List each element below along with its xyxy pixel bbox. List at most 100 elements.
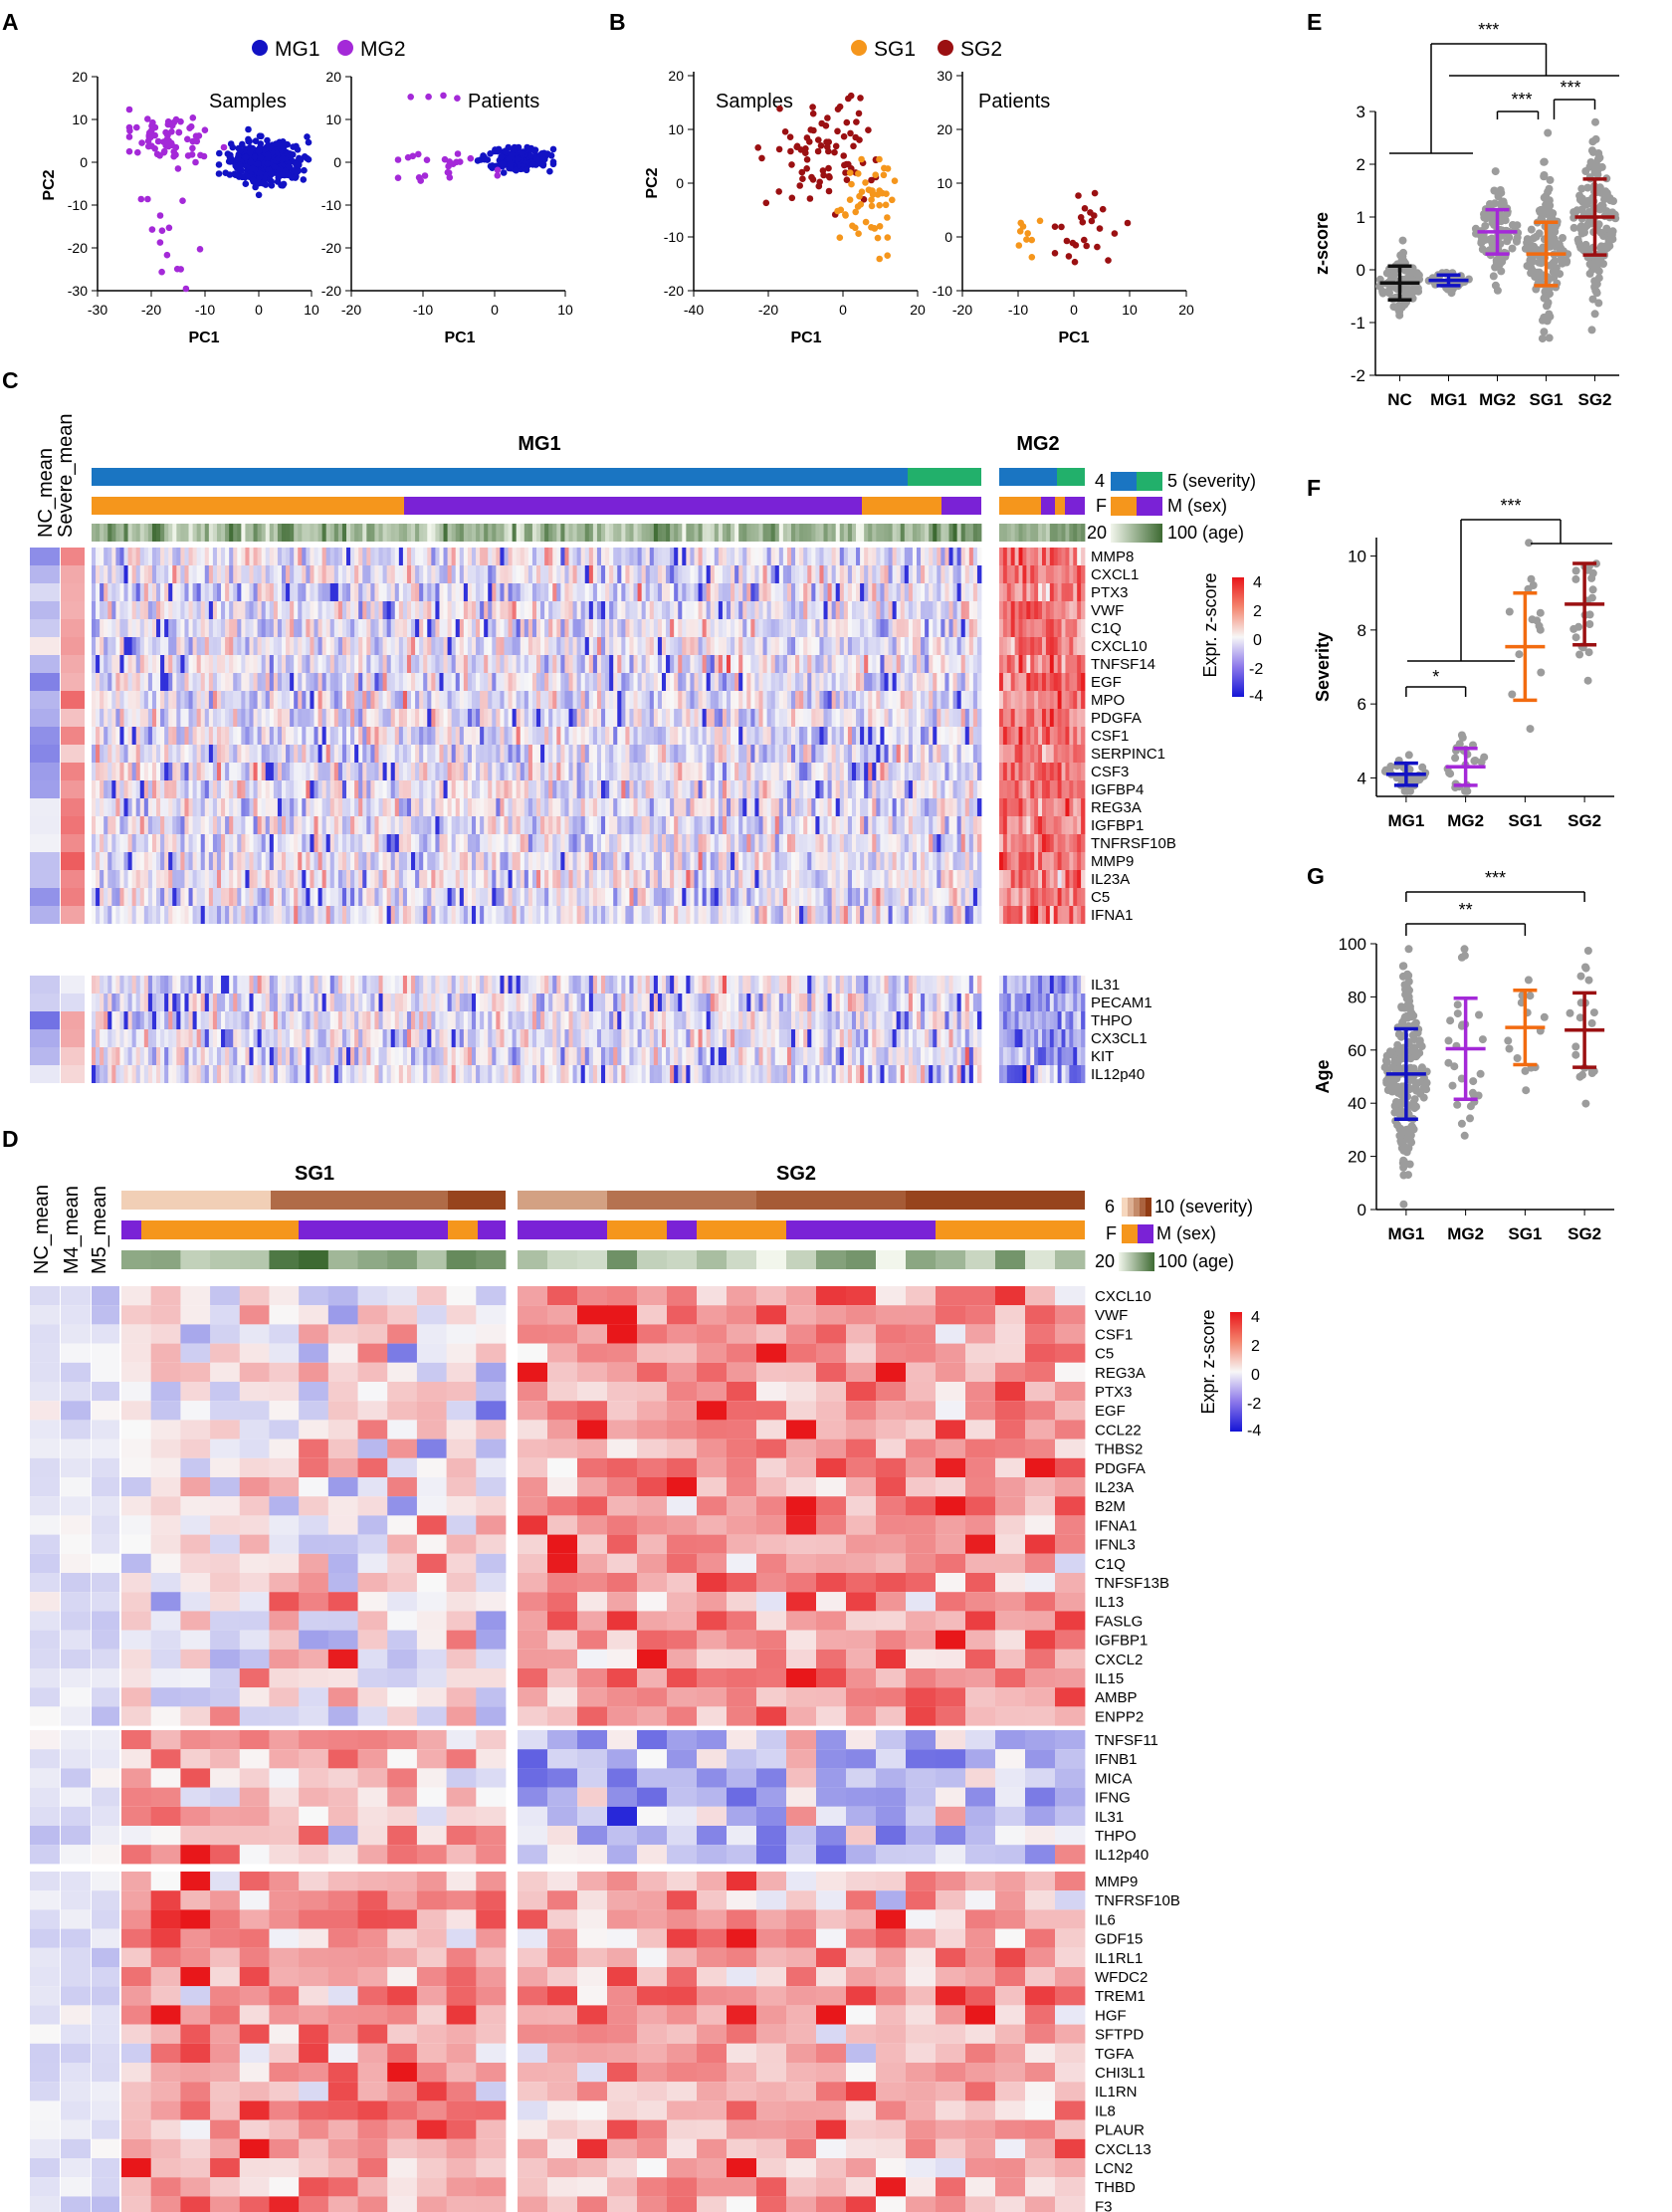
- heat-cell: [245, 763, 250, 780]
- heat-cell: [151, 763, 157, 780]
- heat-cell: [496, 709, 501, 727]
- heat-cell: [1030, 583, 1035, 601]
- age-track: [548, 524, 553, 542]
- heat-cell: [459, 763, 465, 780]
- heat-cell: [176, 780, 181, 798]
- heat-cell: [1018, 798, 1023, 816]
- data-point: [797, 146, 805, 153]
- heat-cell: [508, 745, 514, 763]
- heat-cell: [216, 763, 222, 780]
- heat-cell: [386, 709, 392, 727]
- heat-cell: [423, 816, 428, 834]
- heat-cell: [666, 548, 671, 565]
- heat-cell: [406, 583, 412, 601]
- heat-cell: [1022, 745, 1027, 763]
- heat-cell: [508, 691, 514, 709]
- age-track: [916, 524, 922, 542]
- heat-cell: [568, 673, 573, 691]
- data-point: [891, 177, 899, 184]
- heat-cell: [257, 691, 263, 709]
- heat-cell: [115, 565, 120, 583]
- heat-cell: [766, 619, 772, 637]
- heat-cell: [115, 780, 120, 798]
- age-track: [172, 524, 177, 542]
- heat-cell: [1077, 619, 1082, 637]
- heat-cell: [937, 727, 941, 745]
- heat-cell: [143, 601, 149, 619]
- heat-cell: [682, 798, 687, 816]
- heat-cell: [160, 816, 165, 834]
- heat-cell: [314, 816, 318, 834]
- heat-cell: [884, 691, 889, 709]
- heat-cell: [929, 727, 934, 745]
- heat-cell: [576, 780, 582, 798]
- heat-cell: [572, 637, 578, 655]
- heat-cell: [908, 548, 914, 565]
- data-point: [215, 161, 223, 168]
- age-track: [168, 524, 173, 542]
- heat-cell: [406, 727, 412, 745]
- heat-cell: [540, 637, 545, 655]
- heat-cell: [925, 780, 930, 798]
- heat-cell: [378, 745, 383, 763]
- heat-cell: [504, 745, 509, 763]
- heat-cell: [131, 583, 137, 601]
- heat-cell: [552, 780, 557, 798]
- heat-cell: [609, 565, 614, 583]
- heat-cell: [1010, 763, 1016, 780]
- data-point: [1091, 189, 1099, 197]
- heat-cell: [892, 798, 898, 816]
- heat-cell: [678, 691, 683, 709]
- heat-cell: [661, 619, 667, 637]
- heat-cell: [306, 601, 311, 619]
- heat-cell: [568, 745, 573, 763]
- heat-cell: [592, 637, 598, 655]
- heat-cell: [1049, 583, 1055, 601]
- heat-cell: [872, 601, 877, 619]
- heat-cell: [249, 583, 254, 601]
- heat-cell: [1057, 673, 1062, 691]
- data-point: [853, 118, 860, 125]
- heat-cell: [588, 727, 594, 745]
- heat-cell: [540, 709, 545, 727]
- data-point: [858, 155, 865, 163]
- heat-cell: [731, 727, 735, 745]
- heat-cell: [876, 637, 881, 655]
- heat-cell: [151, 727, 157, 745]
- heat-cell: [306, 565, 311, 583]
- heat-cell: [762, 655, 768, 673]
- y-tick: 10: [937, 175, 952, 191]
- heat-cell: [321, 798, 327, 816]
- heat-cell: [96, 798, 101, 816]
- heat-cell: [758, 655, 763, 673]
- heat-cell: [406, 798, 412, 816]
- heat-cell: [237, 709, 242, 727]
- heat-cell: [443, 673, 448, 691]
- heat-cell: [734, 763, 739, 780]
- heat-cell: [827, 709, 833, 727]
- heat-cell: [358, 619, 363, 637]
- heat-cell: [972, 637, 978, 655]
- heat-cell: [476, 798, 481, 816]
- heat-cell: [516, 583, 522, 601]
- heat-cell: [766, 583, 772, 601]
- heat-cell: [851, 780, 857, 798]
- heat-cell: [135, 619, 141, 637]
- heat-cell: [245, 709, 250, 727]
- heat-cell: [204, 691, 210, 709]
- heat-cell: [892, 673, 898, 691]
- heat-cell: [208, 816, 214, 834]
- heat-cell: [151, 601, 157, 619]
- heat-cell: [1014, 780, 1019, 798]
- heat-cell: [358, 763, 363, 780]
- heat-cell: [645, 565, 651, 583]
- heat-cell: [649, 798, 655, 816]
- heat-cell: [484, 780, 489, 798]
- heat-cell: [694, 709, 699, 727]
- y-ticks: 20 10 0 -10 -20: [664, 68, 694, 299]
- heat-cell: [807, 619, 812, 637]
- heat-cell: [459, 583, 465, 601]
- heat-cell: [333, 745, 339, 763]
- heat-cell: [237, 673, 242, 691]
- heat-cell: [900, 673, 906, 691]
